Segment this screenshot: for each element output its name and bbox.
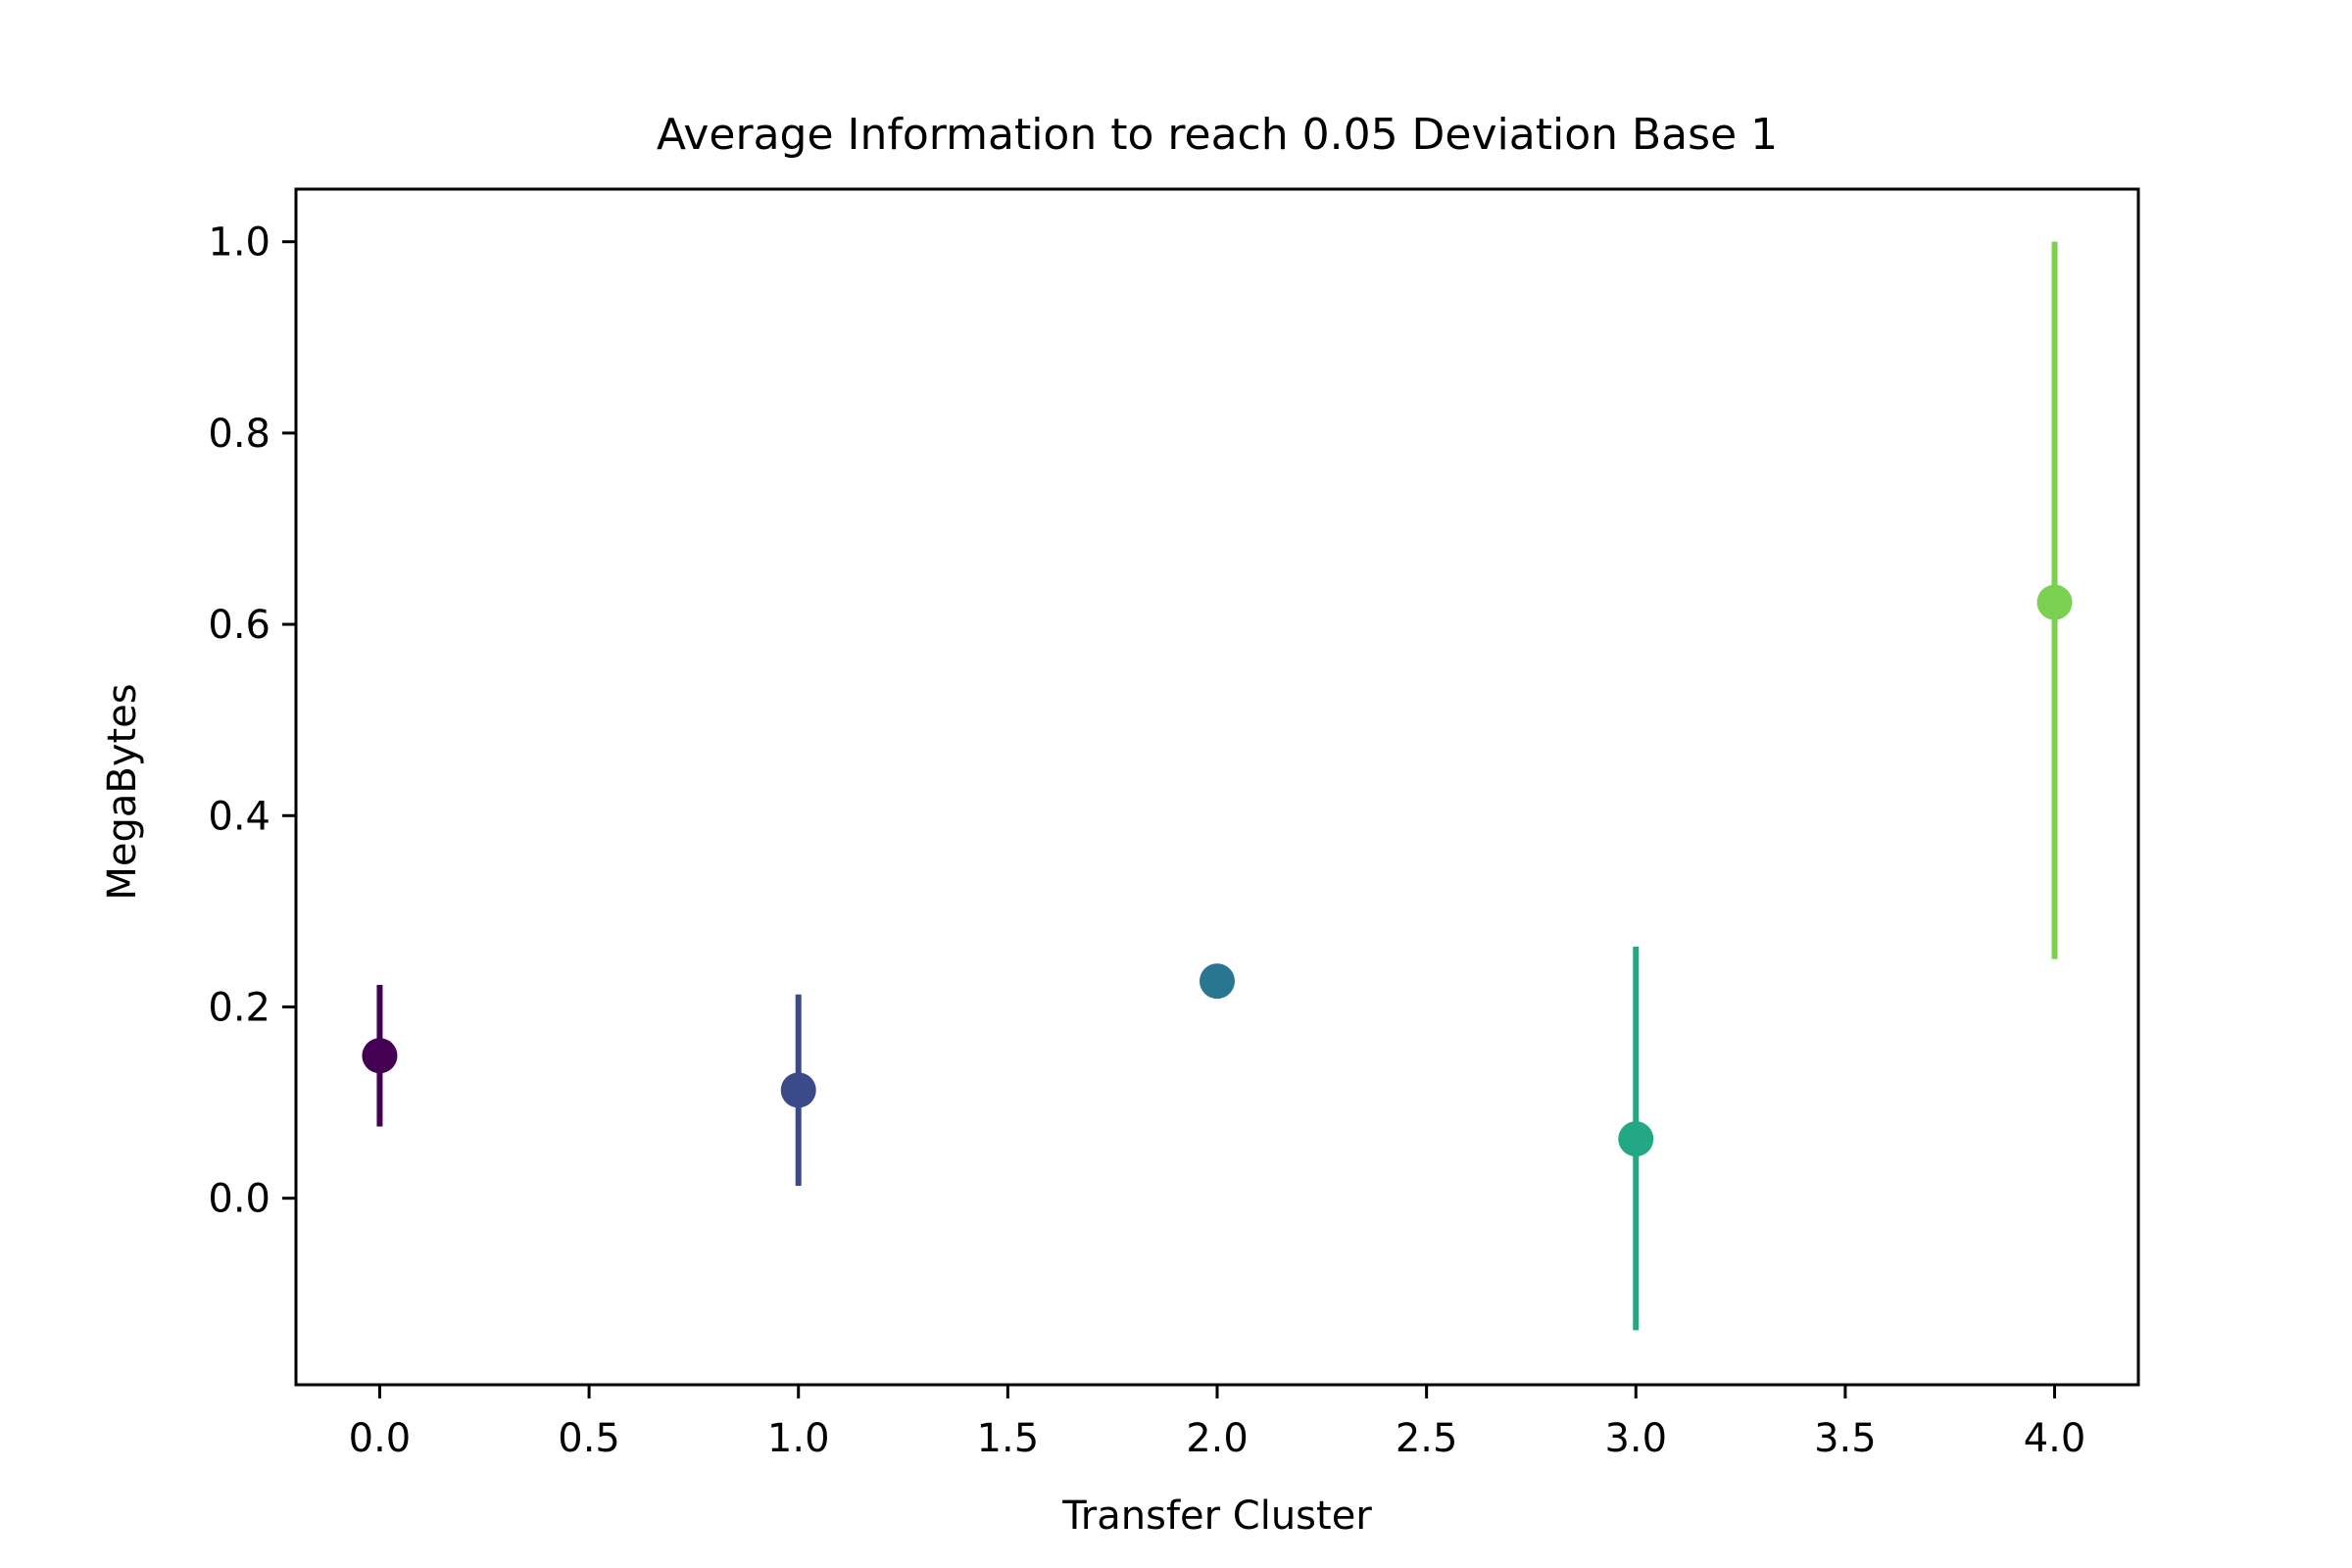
y-axis-label: MegaBytes (100, 683, 145, 900)
plot-frame (294, 187, 2140, 1387)
y-tick-label: 0.2 (208, 985, 270, 1030)
data-point-3 (1618, 1121, 1654, 1157)
data-point-0 (362, 1038, 398, 1074)
x-tick-label: 3.5 (1814, 1416, 1877, 1461)
data-point-4 (2036, 584, 2073, 620)
x-tick-label: 4.0 (2024, 1416, 2086, 1461)
y-axis: 0.0 0.2 0.4 0.6 0.8 1.0 (208, 220, 296, 1222)
plot-area (362, 241, 2073, 1331)
x-tick-label: 2.5 (1396, 1416, 1458, 1461)
x-tick-label: 1.5 (977, 1416, 1040, 1461)
x-tick-label: 0.0 (349, 1416, 412, 1461)
x-tick-label: 3.0 (1604, 1416, 1667, 1461)
y-tick-label: 1.0 (208, 220, 270, 266)
data-point-1 (780, 1072, 816, 1108)
chart-title: Average Information to reach 0.05 Deviat… (657, 110, 1778, 160)
x-axis-label: Transfer Cluster (1061, 1494, 1372, 1539)
x-axis: 0.0 0.5 1.0 1.5 2.0 2.5 3.0 3.5 4.0 (349, 1385, 2086, 1461)
y-tick-label: 0.4 (208, 794, 270, 839)
x-tick-label: 0.5 (558, 1416, 620, 1461)
y-tick-label: 0.6 (208, 603, 270, 648)
y-tick-label: 0.0 (208, 1177, 270, 1222)
x-tick-label: 2.0 (1186, 1416, 1249, 1461)
y-tick-label: 0.8 (208, 412, 270, 457)
x-tick-label: 1.0 (767, 1416, 830, 1461)
data-point-2 (1200, 963, 1235, 1000)
